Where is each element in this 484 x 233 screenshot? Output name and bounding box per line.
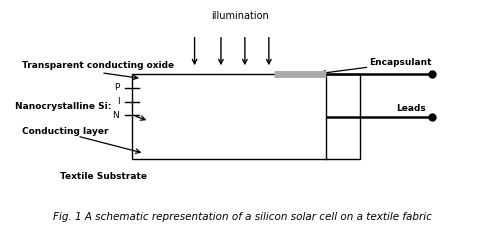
Text: N: N [112,111,119,120]
Text: illumination: illumination [211,11,269,21]
Text: Textile Substrate: Textile Substrate [60,172,147,181]
Text: Transparent conducting oxide: Transparent conducting oxide [22,61,174,70]
Text: Encapsulant: Encapsulant [369,58,431,67]
Text: P: P [114,83,119,92]
Text: Fig. 1 A schematic representation of a silicon solar cell on a textile fabric: Fig. 1 A schematic representation of a s… [53,212,431,223]
Text: Leads: Leads [395,104,425,113]
Bar [132,74,359,159]
Text: Nanocrystalline Si:: Nanocrystalline Si: [15,102,111,111]
Text: I: I [117,97,119,106]
Text: Conducting layer: Conducting layer [22,127,108,136]
